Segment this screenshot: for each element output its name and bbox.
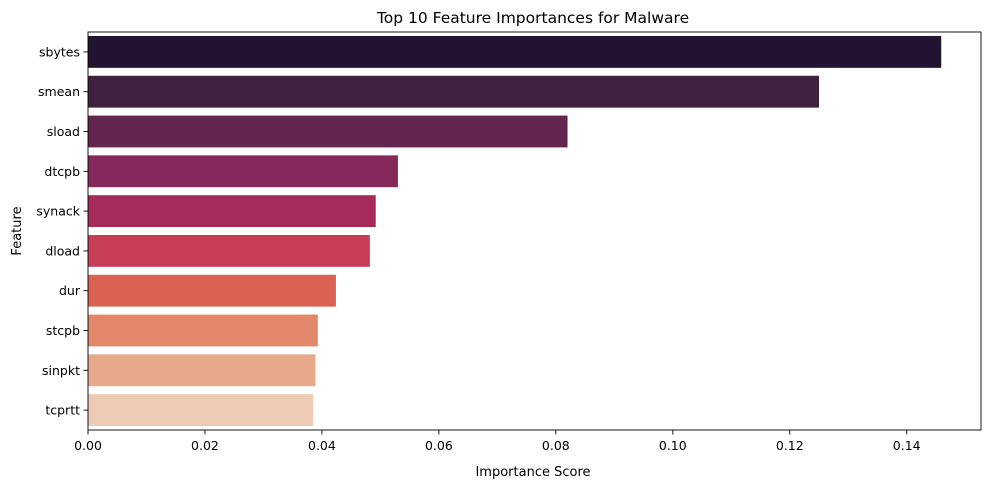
y-tick-label: smean (38, 84, 80, 99)
bar-sinpkt (88, 354, 316, 387)
y-axis-ticks: sbytes smean sload dtcpb synack dload dur stcpb… (36, 44, 88, 418)
bar-dtcpb (88, 155, 398, 188)
y-tick-label: dur (59, 283, 81, 298)
bar-dur (88, 274, 336, 307)
y-tick-label: sbytes (39, 44, 80, 59)
x-axis-ticks: 0.00 0.02 0.04 0.06 0.08 0.10 0.12 0.14 (74, 430, 921, 453)
plot-frame (87, 31, 982, 431)
x-tick-label: 0.00 (74, 438, 102, 453)
y-axis-title: Feature (10, 206, 25, 255)
bar-sbytes (88, 35, 942, 68)
x-tick-label: 0.06 (425, 438, 453, 453)
y-tick-label: sinpkt (42, 363, 80, 378)
y-tick-label: dtcpb (44, 164, 80, 179)
x-tick-label: 0.12 (776, 438, 804, 453)
bars-group (88, 35, 942, 427)
y-tick-label: stcpb (46, 323, 80, 338)
x-tick-label: 0.10 (659, 438, 687, 453)
bar-synack (88, 195, 376, 228)
chart-title: Top 10 Feature Importances for Malware (376, 9, 689, 27)
y-tick-label: tcprtt (45, 403, 80, 418)
x-tick-label: 0.08 (542, 438, 570, 453)
x-axis-title: Importance Score (475, 465, 590, 480)
y-tick-label: sload (47, 124, 80, 139)
y-tick-label: dload (45, 243, 80, 258)
y-tick-label: synack (36, 204, 80, 219)
x-tick-label: 0.02 (191, 438, 219, 453)
bar-smean (88, 75, 820, 108)
x-tick-label: 0.04 (308, 438, 336, 453)
x-tick-label: 0.14 (893, 438, 921, 453)
bar-dload (88, 234, 370, 267)
bar-tcprtt (88, 394, 314, 427)
bar-stcpb (88, 314, 318, 347)
bar-sload (88, 115, 568, 148)
